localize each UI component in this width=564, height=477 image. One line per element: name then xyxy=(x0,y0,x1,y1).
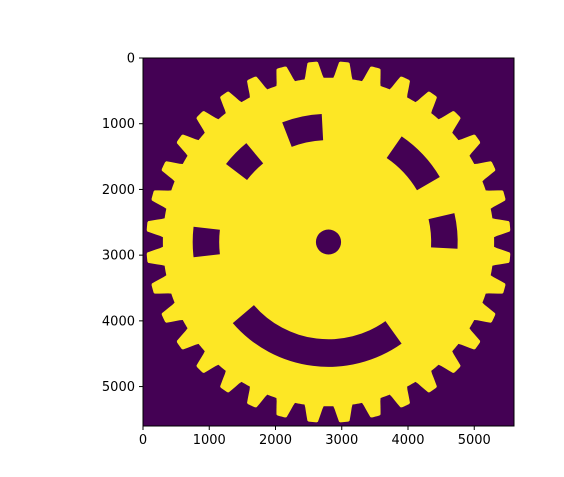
y-tick-label: 3000 xyxy=(102,249,135,264)
x-tick-label: 0 xyxy=(139,433,147,448)
y-tick-label: 2000 xyxy=(102,183,135,198)
x-tick-label: 1000 xyxy=(193,433,226,448)
x-tick-label: 2000 xyxy=(259,433,292,448)
gear-slots xyxy=(192,114,458,367)
top-slot xyxy=(282,114,324,147)
y-tick-label: 1000 xyxy=(102,117,135,132)
y-axis: 0 1000 2000 3000 4000 5000 xyxy=(102,52,143,395)
smile-slot xyxy=(232,305,402,367)
x-tick-label: 5000 xyxy=(458,433,491,448)
axes-frame xyxy=(142,57,515,427)
upper-right-slot xyxy=(386,136,440,191)
y-tick-label: 0 xyxy=(127,52,135,67)
y-tick-label: 5000 xyxy=(102,380,135,395)
upper-left-slot xyxy=(226,143,264,180)
y-tick-label: 4000 xyxy=(102,314,135,329)
x-tick-label: 4000 xyxy=(391,433,424,448)
left-slot xyxy=(192,226,220,258)
plot-area xyxy=(142,57,515,427)
x-axis: 0 1000 2000 3000 4000 5000 xyxy=(139,426,491,448)
x-tick-label: 3000 xyxy=(325,433,358,448)
right-slot xyxy=(428,213,458,249)
